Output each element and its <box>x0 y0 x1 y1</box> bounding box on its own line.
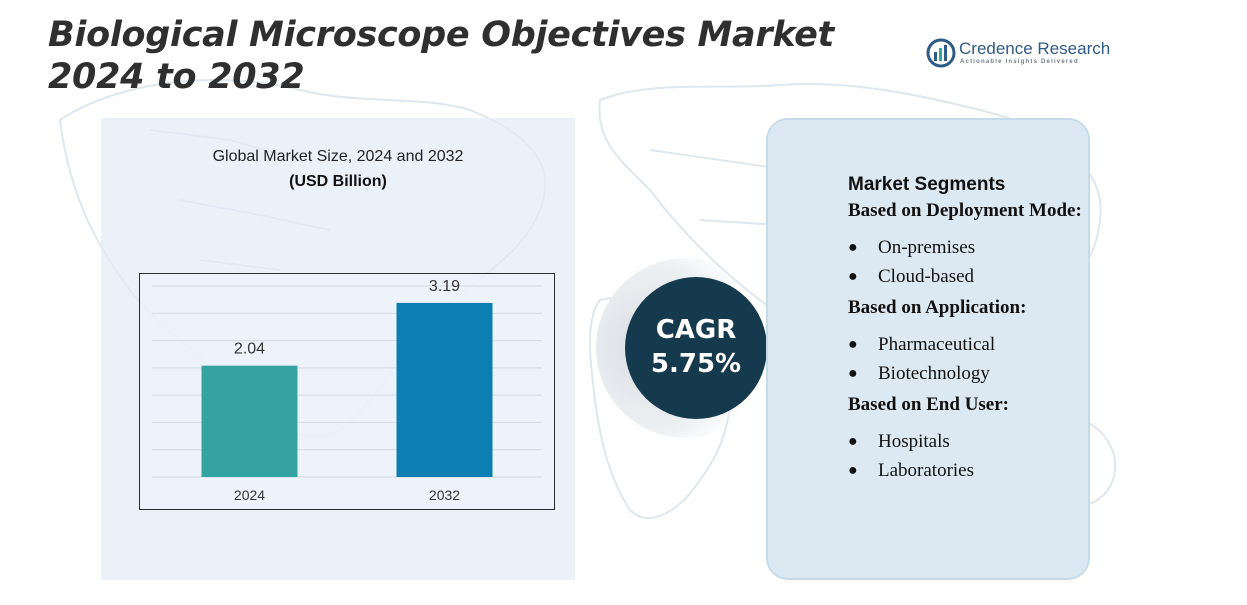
chart-area: 2.04 2024 3.19 2032 <box>139 273 555 510</box>
chart-title: Global Market Size, 2024 and 2032 <box>212 148 464 165</box>
data-label: 3.19 <box>429 278 460 295</box>
x-tick-label: 2024 <box>234 487 265 503</box>
bar-chart: 2.04 2024 3.19 2032 <box>152 278 542 503</box>
segment-list: ● Pharmaceutical ● Biotechnology <box>848 330 1088 388</box>
segment-item-label: Pharmaceutical <box>878 334 996 355</box>
segments-heading: Market Segments <box>848 174 1006 195</box>
cagr-label: CAGR <box>655 315 737 345</box>
page-title: Biological Microscope Objectives Market … <box>48 15 834 97</box>
bullet-dot-icon: ● <box>848 365 858 382</box>
segment-item: ● Hospitals <box>848 427 1088 456</box>
segment-item-label: Cloud-based <box>878 266 975 287</box>
bullet-dot-icon: ● <box>848 239 858 256</box>
bar-2024 <box>201 365 298 477</box>
chart-unit-label: (USD Billion) <box>289 173 387 190</box>
cagr-badge: CAGR 5.75% <box>625 277 767 419</box>
bullet-dot-icon: ● <box>848 336 858 353</box>
segment-item: ● On-premises <box>848 233 1088 262</box>
logo-tagline: Actionable Insights Delivered <box>960 59 1079 65</box>
cagr-value: 5.75% <box>650 349 742 379</box>
bullet-dot-icon: ● <box>848 433 858 450</box>
segment-list: ● On-premises ● Cloud-based <box>848 233 1088 291</box>
bar-2032 <box>396 302 493 477</box>
credence-logo-icon <box>926 38 956 68</box>
segment-item: ● Laboratories <box>848 456 1088 485</box>
segment-group-title: Based on Application: <box>848 297 1027 318</box>
chart-panel: Global Market Size, 2024 and 2032 (USD B… <box>101 118 575 580</box>
segment-list: ● Hospitals ● Laboratories <box>848 427 1088 485</box>
segment-item: ● Cloud-based <box>848 262 1088 291</box>
bullet-dot-icon: ● <box>848 462 858 479</box>
credence-logo: Credence Research Actionable Insights De… <box>926 38 1126 72</box>
bullet-dot-icon: ● <box>848 268 858 285</box>
segment-item-label: Hospitals <box>878 431 950 452</box>
segment-group-title: Based on Deployment Mode: <box>848 200 1082 221</box>
segment-item: ● Biotechnology <box>848 359 1088 388</box>
segment-group-title: Based on End User: <box>848 394 1009 415</box>
market-segments-panel: Market Segments Based on Deployment Mode… <box>766 118 1090 580</box>
segment-item-label: Laboratories <box>878 460 975 481</box>
x-tick-label: 2032 <box>429 487 460 503</box>
segment-item-label: On-premises <box>878 237 976 258</box>
segment-item: ● Pharmaceutical <box>848 330 1088 359</box>
segment-item-label: Biotechnology <box>878 363 990 384</box>
logo-name: Credence Research <box>959 39 1111 58</box>
data-label: 2.04 <box>234 341 265 358</box>
segments-content: Market Segments Based on Deployment Mode… <box>848 172 1088 489</box>
